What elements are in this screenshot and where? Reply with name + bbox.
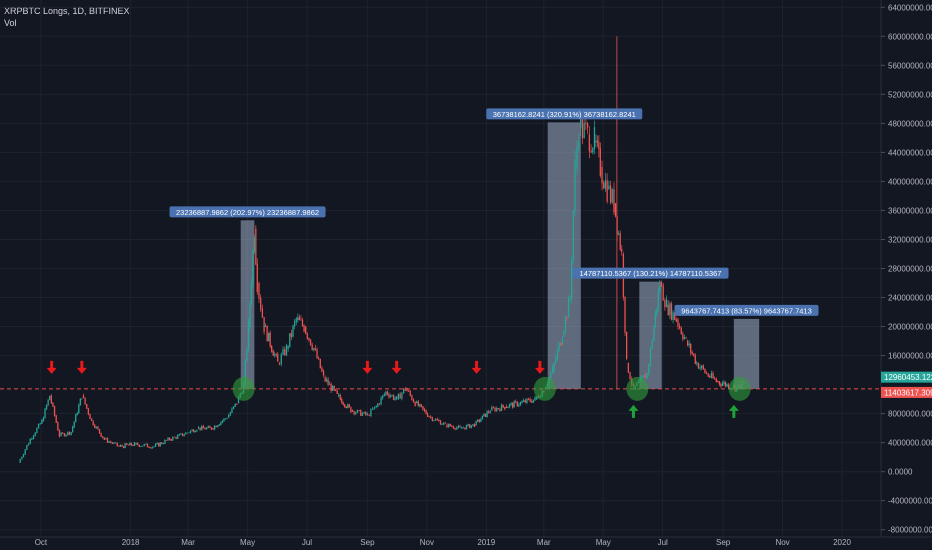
y-tick-label: 20000000.0000 (888, 323, 932, 332)
y-tick-label: 4000000.0000 (888, 439, 932, 448)
x-tick-label: Oct (35, 538, 48, 547)
price-tag-label: 11403617.3097 (884, 388, 932, 397)
y-tick-label: 36000000.0000 (888, 206, 932, 215)
chart-title: XRPBTC Longs, 1D, BITFINEX (4, 6, 130, 16)
down-arrow-icon (391, 360, 402, 374)
measure-box (547, 122, 581, 389)
price-series (19, 36, 745, 463)
measure-box (639, 281, 662, 389)
volume-label: Vol (4, 18, 17, 28)
x-tick-label: 2020 (833, 538, 851, 547)
measure-label-bg (486, 108, 643, 120)
y-tick-label: 24000000.0000 (888, 294, 932, 303)
grid-lines (0, 0, 881, 537)
y-tick-label: 8000000.0000 (888, 410, 932, 419)
x-tick-label: 2019 (477, 538, 495, 547)
x-tick-label: Mar (181, 538, 195, 547)
x-tick-label: Nov (775, 538, 789, 547)
y-tick-label: -8000000.0000 (888, 526, 932, 535)
y-tick-label: 32000000.0000 (888, 235, 932, 244)
x-tick-label: Sep (360, 538, 375, 547)
price-tag-bg (881, 371, 932, 383)
down-arrow-icon (534, 360, 545, 374)
x-tick-label: Jul (658, 538, 668, 547)
annotation-marks (46, 360, 751, 418)
x-tick-label: May (240, 538, 255, 547)
y-tick-label: 40000000.0000 (888, 177, 932, 186)
y-tick-label: 64000000.0000 (888, 3, 932, 12)
measure-box (240, 220, 255, 389)
x-tick-label: Mar (537, 538, 551, 547)
y-tick-label: 28000000.0000 (888, 265, 932, 274)
y-tick-label: 48000000.0000 (888, 119, 932, 128)
down-arrow-icon (46, 360, 57, 374)
x-axis: Oct 2018 Mar May Jul Sep Nov 2019 Mar May Jul Sep No… (35, 538, 852, 547)
measure-label: 23236887.9862 (202.97%) 23236887.9862 (176, 208, 319, 217)
y-tick-label: 56000000.0000 (888, 61, 932, 70)
measure-label-bg (674, 304, 819, 316)
price-tags: 12960453.1220 11403617.3097 (881, 371, 932, 398)
down-arrow-icon (362, 360, 373, 374)
highlight-circle (626, 376, 649, 401)
price-tag-label: 12960453.1220 (884, 373, 932, 382)
highlight-circle (533, 376, 556, 401)
measure-label-bg (169, 206, 326, 218)
measure-boxes (240, 122, 760, 389)
y-tick-label: 16000000.0000 (888, 352, 932, 361)
x-tick-label: Jul (302, 538, 312, 547)
highlight-circle (728, 376, 751, 401)
y-tick-label: 0.0000 (888, 468, 913, 477)
x-tick-label: 2018 (122, 538, 140, 547)
down-arrow-icon (76, 360, 87, 374)
measure-label: 9643767.7413 (83.57%) 9643767.7413 (681, 306, 812, 315)
highlight-circle (232, 376, 255, 401)
y-tick-label: 52000000.0000 (888, 90, 932, 99)
x-tick-label: Nov (420, 538, 434, 547)
y-axis: -8000000.0000 -4000000.0000 0.0000 4000000.… (881, 3, 932, 535)
y-tick-label: 60000000.0000 (888, 32, 932, 41)
y-tick-label: 44000000.0000 (888, 148, 932, 157)
box-labels: 23236887.9862 (202.97%) 23236887.9862 367… (169, 108, 819, 316)
y-tick-label: -4000000.0000 (888, 497, 932, 506)
x-tick-label: Sep (716, 538, 731, 547)
measure-label: 36738162.8241 (320.91%) 36738162.8241 (493, 110, 636, 119)
up-arrow-icon (628, 404, 639, 418)
price-tag-bg (881, 386, 932, 398)
down-arrow-icon (471, 360, 482, 374)
measure-label-bg (572, 267, 729, 279)
up-arrow-icon (728, 404, 739, 418)
x-tick-label: May (596, 538, 611, 547)
measure-label: 14787110.5367 (130.21%) 14787110.5367 (580, 269, 722, 278)
